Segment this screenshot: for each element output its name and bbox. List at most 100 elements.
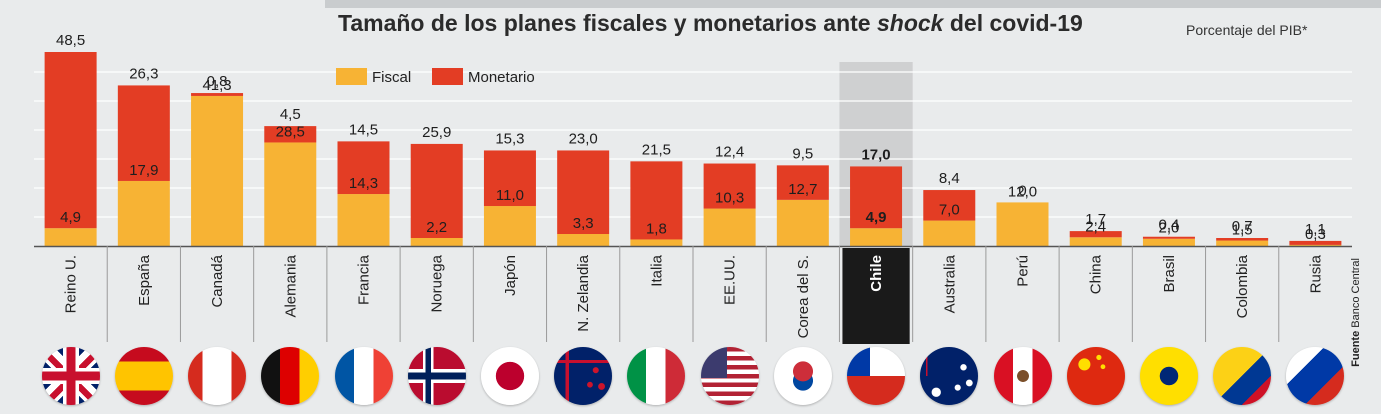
bar-monetario <box>337 141 390 195</box>
value-label-monetario: 23,0 <box>569 130 598 147</box>
value-label-fiscal: 4,9 <box>866 209 887 226</box>
title-emphasis: shock <box>876 10 944 36</box>
bar-fiscal <box>630 239 683 246</box>
bar-monetario <box>44 52 97 229</box>
bar-fiscal <box>264 142 317 246</box>
legend-swatch-monetario <box>432 68 463 85</box>
bar-monetario <box>776 165 829 200</box>
bar-monetario <box>1216 238 1269 241</box>
bar-fiscal <box>483 206 536 246</box>
bar-fiscal <box>1289 244 1342 246</box>
category-label: Brasil <box>1161 255 1178 293</box>
bar-monetario <box>191 93 244 96</box>
category-label: N. Zelandia <box>575 254 592 331</box>
category-label: Canadá <box>209 254 226 307</box>
value-label-monetario: 26,3 <box>129 65 158 82</box>
title-text: Tamaño de los planes fiscales y monetari… <box>338 10 877 36</box>
value-label-fiscal: 1,8 <box>646 220 667 237</box>
colombia-flag-icon <box>1213 347 1272 405</box>
value-label-monetario: 14,5 <box>349 121 378 138</box>
bar-monetario <box>850 166 903 229</box>
bar-monetario <box>1289 240 1342 245</box>
chile-flag-icon <box>847 347 906 405</box>
canada-flag-icon <box>188 347 247 405</box>
value-label-fiscal: 0,3 <box>1305 226 1326 243</box>
category-label: Corea del S. <box>795 255 812 338</box>
value-label-fiscal: 17,9 <box>129 162 158 179</box>
category-label: España <box>136 254 153 306</box>
value-label-fiscal: 41,3 <box>202 77 231 94</box>
value-label-monetario: 17,0 <box>861 146 890 163</box>
bar-fiscal <box>776 199 829 246</box>
brazil-flag-icon <box>1139 347 1198 405</box>
value-label-monetario: 9,5 <box>792 145 813 162</box>
title-tail: del covid-19 <box>943 10 1083 36</box>
bar-fiscal <box>191 95 244 246</box>
value-label-fiscal: 12,7 <box>788 181 817 198</box>
bar-monetario <box>923 190 976 221</box>
value-label-monetario: 1,1 <box>1305 221 1326 238</box>
bar-monetario <box>483 150 536 207</box>
bar-fiscal <box>703 208 756 246</box>
highlight-label-bg <box>842 248 910 344</box>
value-label-monetario: 15,3 <box>495 130 524 147</box>
category-label: Japón <box>502 255 519 296</box>
category-label: Perú <box>1015 255 1032 287</box>
legend-label-fiscal: Fiscal <box>372 69 411 86</box>
china-flag-icon <box>1066 347 1125 405</box>
value-label-fiscal: 2,4 <box>1085 218 1106 235</box>
legend-swatch-fiscal <box>336 68 367 85</box>
value-label-monetario: 0,8 <box>207 73 228 90</box>
legend-label-monetario: Monetario <box>468 69 535 86</box>
value-label-fiscal: 4,9 <box>60 209 81 226</box>
value-label-monetario: 12,4 <box>715 144 744 161</box>
bar-monetario <box>557 150 610 235</box>
value-label-fiscal: 1,5 <box>1232 222 1253 239</box>
chart-title: Tamaño de los planes fiscales y monetari… <box>338 10 1083 37</box>
value-label-fiscal: 11,0 <box>496 187 524 204</box>
category-label: Australia <box>941 254 958 313</box>
bar-monetario <box>630 161 683 240</box>
value-label-monetario: 25,9 <box>422 124 451 141</box>
spain-flag-icon <box>114 347 173 405</box>
value-label-monetario: 48,5 <box>56 32 85 49</box>
germany-flag-icon <box>261 347 320 405</box>
value-label-fiscal: 2,2 <box>426 219 447 236</box>
value-label-fiscal: 2,0 <box>1159 220 1180 237</box>
value-label-monetario: 21,5 <box>642 141 671 158</box>
france-flag-icon <box>334 347 393 405</box>
value-label-monetario: 8,4 <box>939 170 960 187</box>
bar-monetario <box>1069 231 1122 238</box>
peru-flag-icon <box>993 347 1052 405</box>
top-rule <box>325 0 1381 8</box>
uk-flag-icon <box>41 347 100 405</box>
category-label: Italia <box>648 254 665 286</box>
bar-fiscal <box>996 202 1049 246</box>
value-label-fiscal: 12,0 <box>1008 183 1037 200</box>
bar-fiscal <box>1142 238 1195 246</box>
bar-fiscal <box>337 194 390 246</box>
bar-fiscal <box>44 228 97 246</box>
bar-fiscal <box>410 238 463 246</box>
bar-monetario <box>410 143 463 239</box>
unit-note: Porcentaje del PIB* <box>1186 22 1308 38</box>
category-label: Chile <box>868 255 885 292</box>
bar-fiscal <box>850 228 903 246</box>
bar-monetario <box>1142 236 1195 239</box>
south-korea-flag-icon <box>773 347 832 405</box>
value-label-fiscal: 10,3 <box>715 190 744 207</box>
usa-flag-icon <box>700 347 759 405</box>
value-label-monetario: 4,5 <box>280 106 301 123</box>
value-label-fiscal: 28,5 <box>276 123 305 140</box>
bar-monetario <box>264 126 317 143</box>
value-label-monetario: 1,7 <box>1085 211 1106 228</box>
value-label-fiscal: 14,3 <box>349 175 378 192</box>
italy-flag-icon <box>627 347 686 405</box>
bar-monetario <box>117 85 170 181</box>
value-label-fiscal: 3,3 <box>573 215 594 232</box>
new-zealand-flag-icon <box>554 347 613 405</box>
bar-fiscal <box>557 234 610 246</box>
category-label: Colombia <box>1234 254 1251 318</box>
japan-flag-icon <box>480 347 539 405</box>
